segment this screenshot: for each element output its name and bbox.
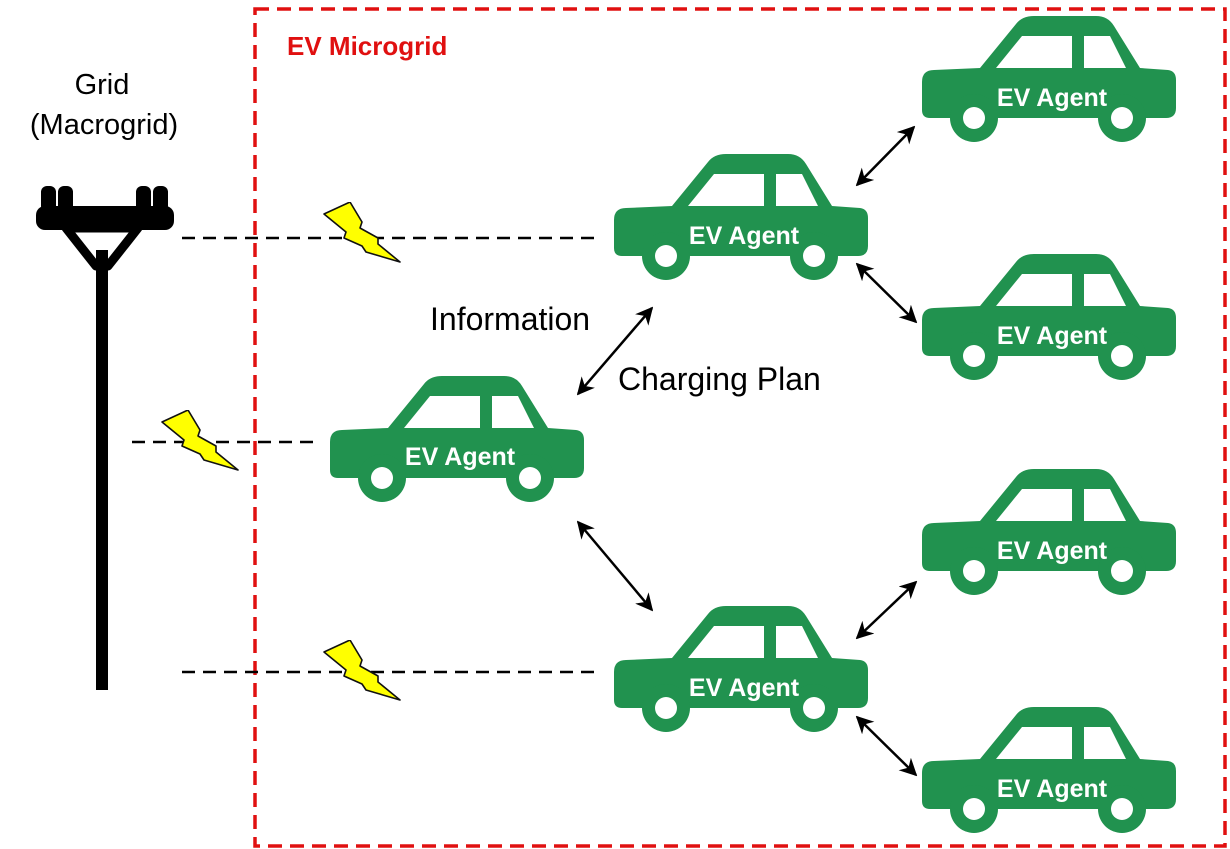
ev-agent-label: EV Agent <box>689 222 800 250</box>
lightning-bolt-icon <box>161 410 239 471</box>
ev-agent-right-2: EV Agent <box>922 254 1176 380</box>
ev-agent-label: EV Agent <box>997 84 1108 112</box>
ev-agent-label: EV Agent <box>997 322 1108 350</box>
lightning-bolt-icon <box>323 640 401 701</box>
grid-sublabel: (Macrogrid) <box>30 109 178 141</box>
ev-agent-label: EV Agent <box>997 775 1108 803</box>
lightning-bolt-icon <box>323 202 401 263</box>
arrow-top-agent-to-agent-2 <box>855 262 918 324</box>
grid-label: Grid <box>75 69 130 101</box>
arrow-bottom-agent-to-agent-4 <box>855 715 918 777</box>
ev-agent-label: EV Agent <box>689 674 800 702</box>
ev-agent-right-3: EV Agent <box>922 469 1176 595</box>
arrow-top-agent-to-agent-1 <box>855 125 916 187</box>
charging-plan-label: Charging Plan <box>618 361 821 397</box>
utility-pole-icon <box>36 186 174 690</box>
ev-agent-center: EV Agent <box>330 376 584 502</box>
microgrid-boundary <box>253 7 1227 848</box>
ev-agent-label: EV Agent <box>997 537 1108 565</box>
ev-agent-label: EV Agent <box>405 443 516 471</box>
arrow-center-to-top-agent <box>576 306 654 396</box>
arrow-center-to-bottom-agent <box>576 520 654 612</box>
ev-agent-bottom: EV Agent <box>614 606 868 732</box>
ev-agent-top: EV Agent <box>614 154 868 280</box>
microgrid-title: EV Microgrid <box>287 31 447 61</box>
ev-agent-right-1: EV Agent <box>922 16 1176 142</box>
arrow-bottom-agent-to-agent-3 <box>855 580 918 640</box>
information-label: Information <box>430 301 590 337</box>
ev-agent-right-4: EV Agent <box>922 707 1176 833</box>
